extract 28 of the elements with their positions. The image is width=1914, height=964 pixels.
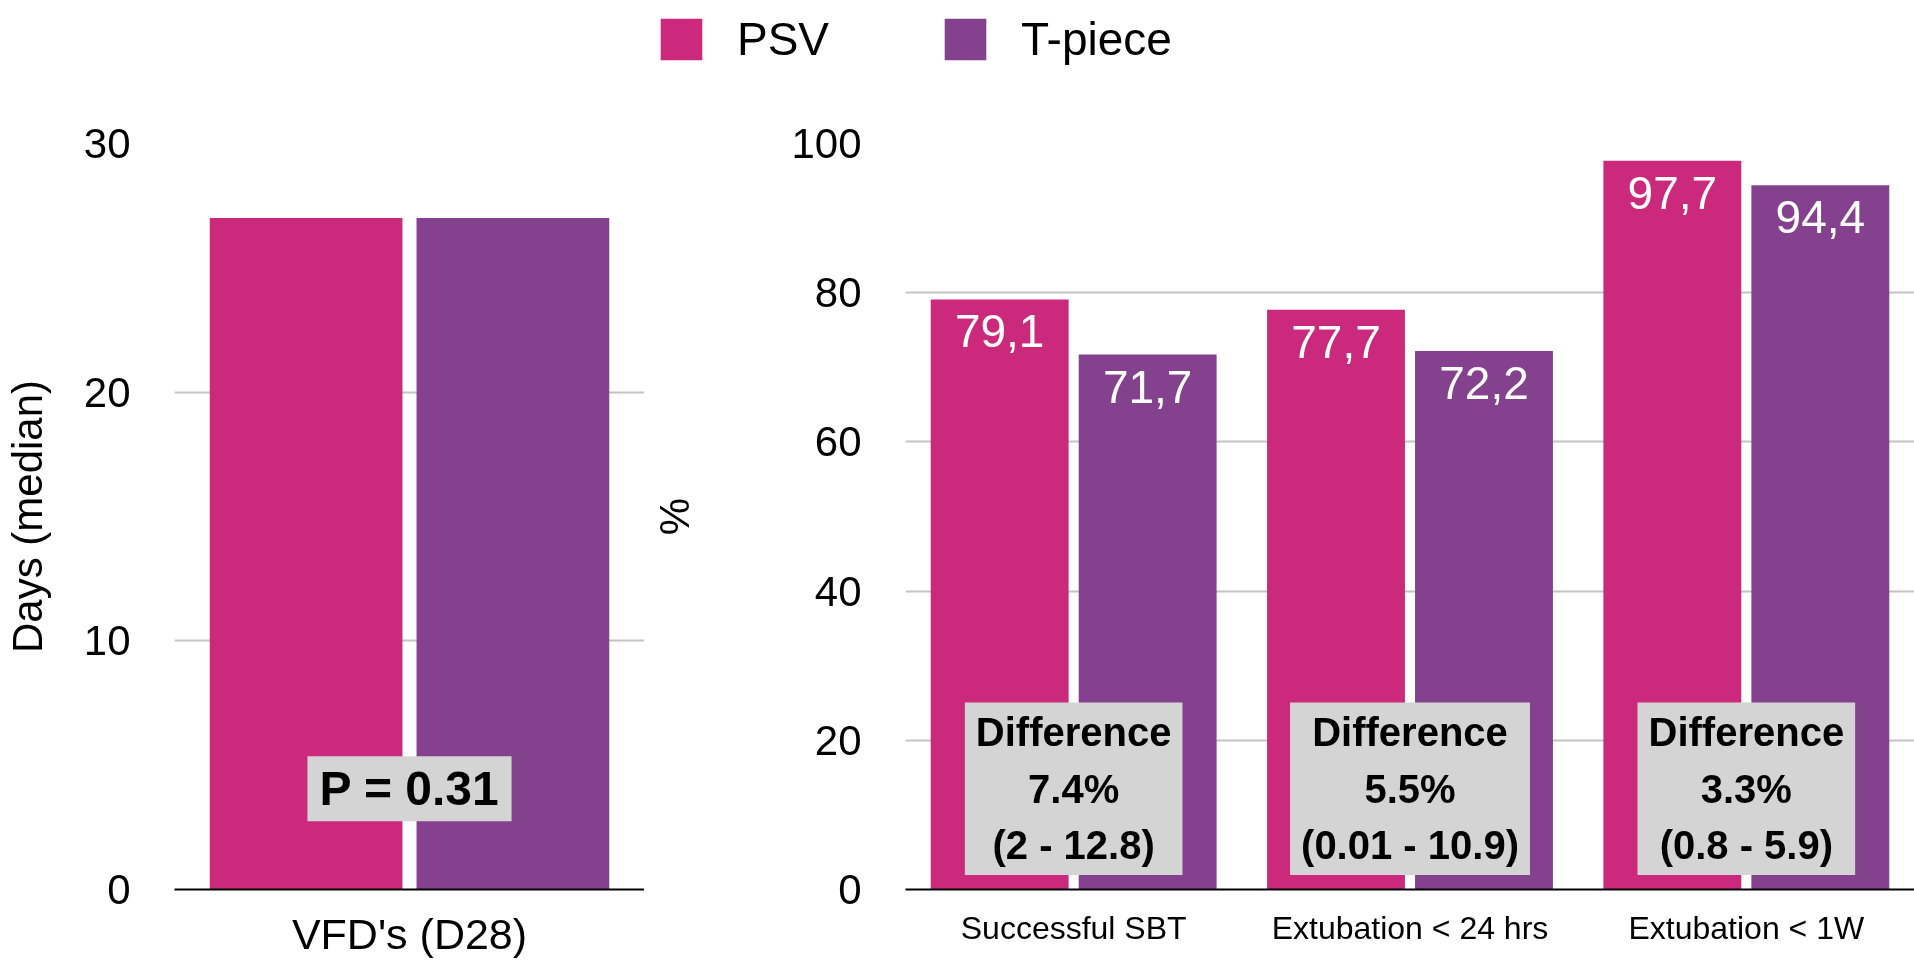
y-tick-label: 0	[107, 866, 131, 913]
x-tick-label: Extubation < 1W	[1628, 909, 1865, 946]
data-label: 97,7	[1627, 166, 1718, 219]
annotation: Difference 7.4% (2 - 12.8)	[975, 710, 1172, 868]
data-label: 77,7	[1291, 315, 1381, 368]
y-axis-title: %	[651, 497, 699, 536]
y-tick-label: 0	[838, 866, 862, 913]
data-label: 72,2	[1439, 356, 1529, 409]
y-tick-label: 100	[791, 120, 862, 167]
x-tick-label: VFD's (D28)	[291, 909, 528, 958]
x-tick-label: Successful SBT	[960, 909, 1187, 946]
y-axis-title: Days (median)	[3, 379, 51, 654]
y-tick-label: 80	[814, 269, 862, 317]
legend-label: PSV	[737, 12, 830, 66]
annotation: P = 0.31	[319, 762, 499, 816]
x-tick-label: Extubation < 24 hrs	[1271, 909, 1549, 946]
y-tick-label: 10	[83, 617, 131, 665]
y-tick-label: 20	[814, 716, 862, 764]
y-tick-label: 30	[83, 120, 131, 167]
y-tick-label: 60	[814, 418, 862, 466]
annotation: Difference 3.3% (0.8 - 5.9)	[1648, 710, 1845, 868]
y-tick-label: 20	[83, 368, 131, 416]
data-label: 79,1	[954, 305, 1045, 358]
data-label: 94,4	[1775, 191, 1866, 244]
annotation: Difference 5.5% (0.01 - 10.9)	[1301, 710, 1519, 868]
legend-label: T-piece	[1021, 12, 1172, 66]
data-label: 71,7	[1102, 360, 1193, 413]
y-tick-label: 40	[814, 567, 862, 615]
